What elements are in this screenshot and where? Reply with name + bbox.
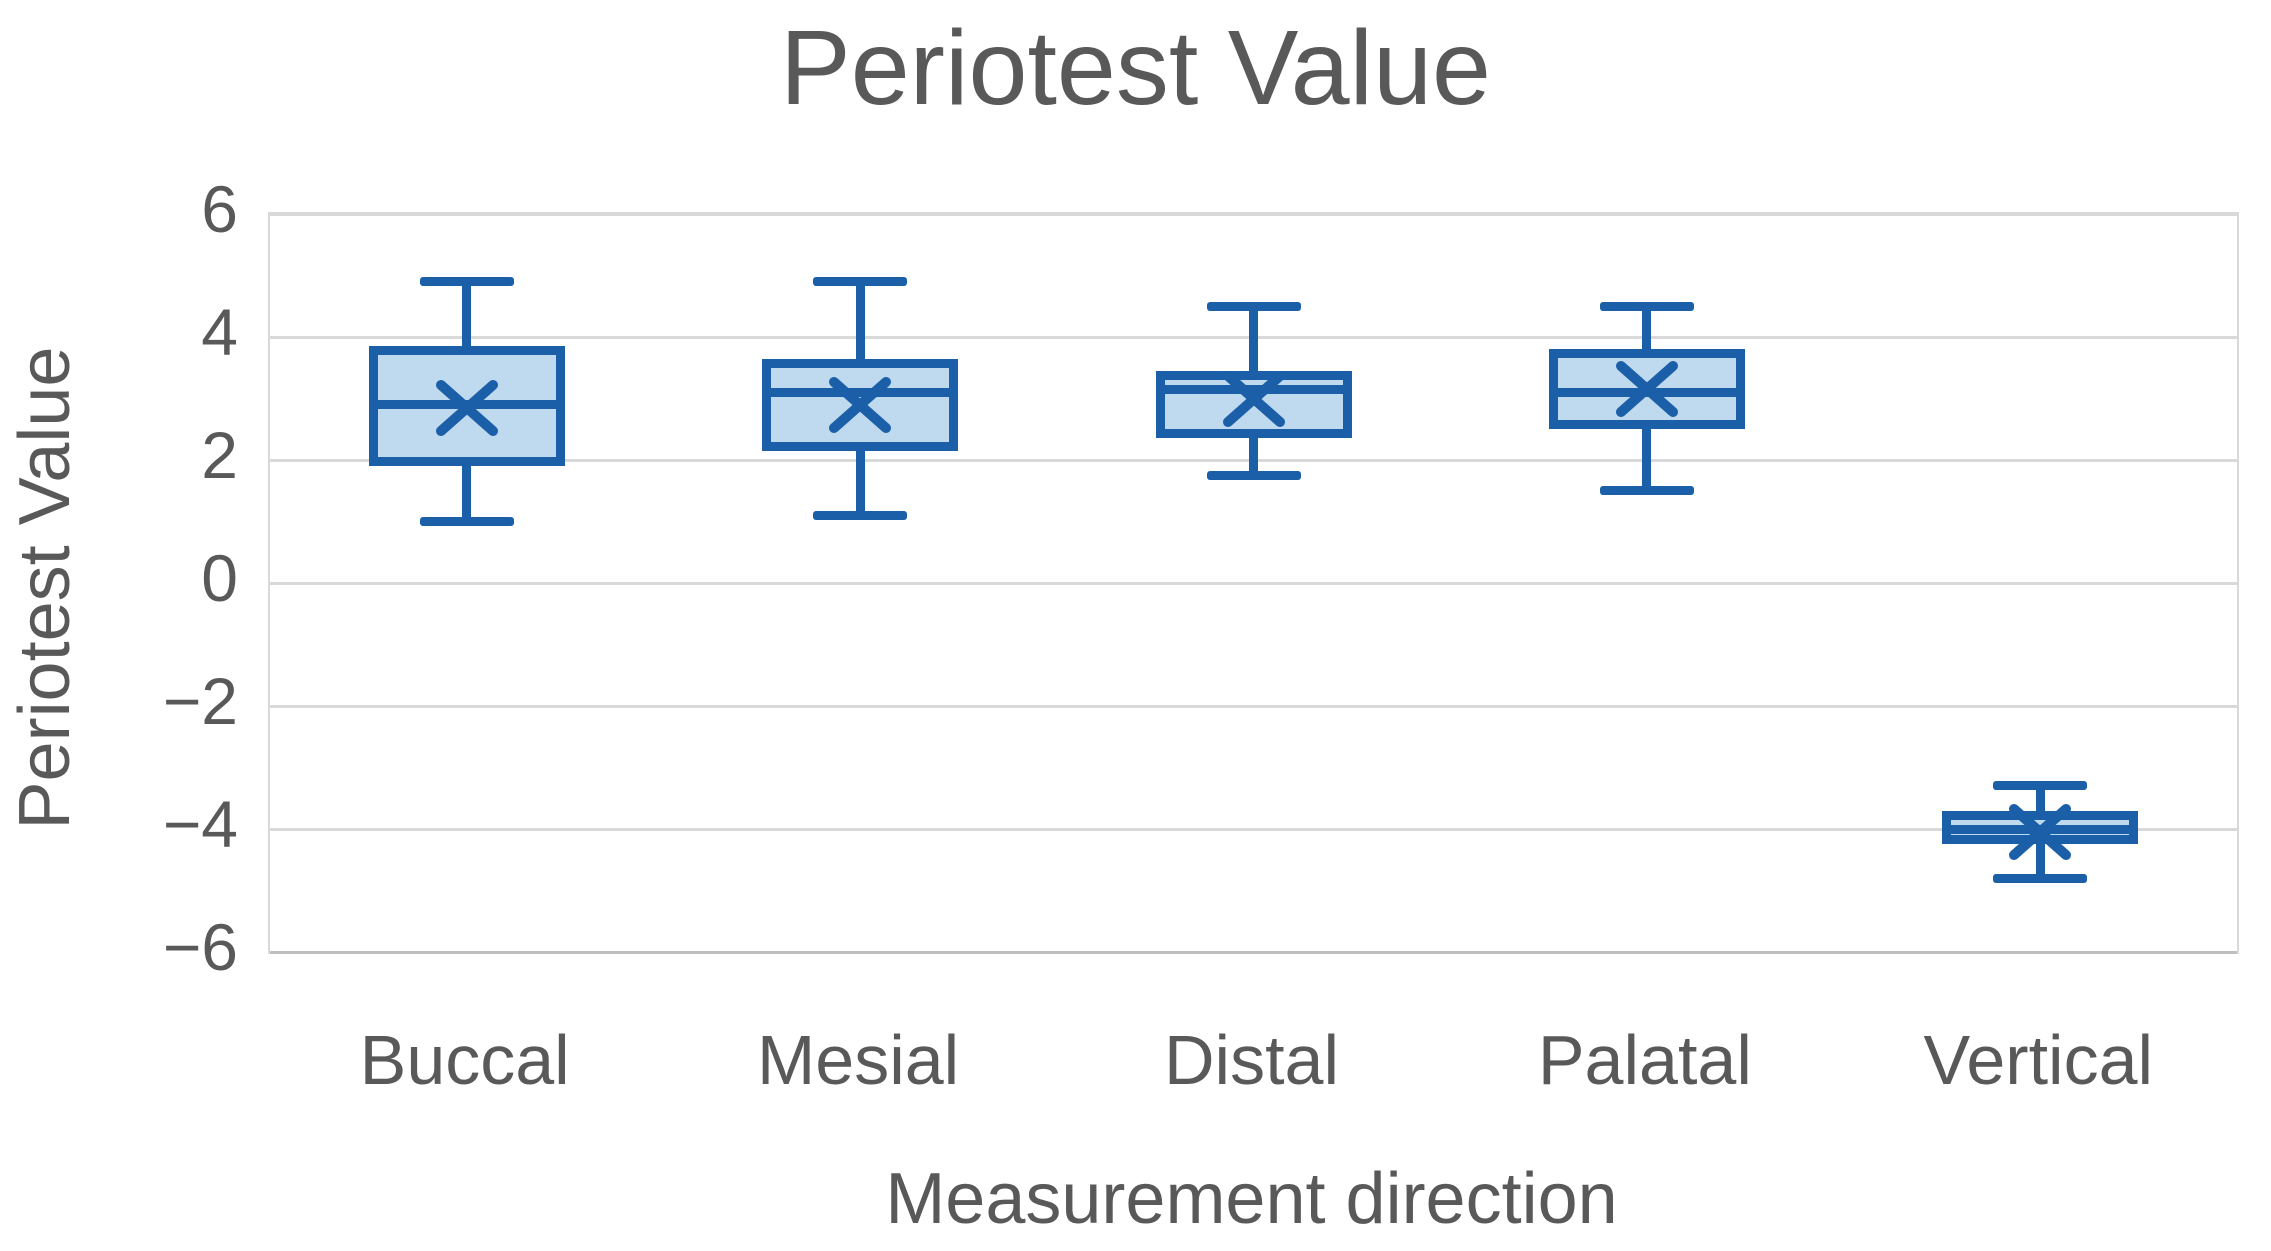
y-tick-label: 0 [201, 540, 238, 615]
whisker-upper-distal [1249, 306, 1258, 371]
whisker-cap-min-mesial [813, 510, 908, 520]
whisker-cap-min-distal [1206, 470, 1301, 480]
whisker-cap-max-palatal [1599, 301, 1694, 311]
whisker-lower-vertical [2035, 844, 2045, 879]
whisker-cap-max-distal [1206, 301, 1301, 311]
mean-x-icon [1222, 370, 1285, 427]
y-tick-label: 4 [201, 294, 238, 369]
whisker-cap-min-palatal [1599, 486, 1694, 496]
whisker-cap-min-vertical [1993, 873, 2088, 883]
whisker-lower-mesial [855, 450, 865, 516]
x-category-label-buccal: Buccal [359, 1021, 570, 1099]
whisker-cap-max-buccal [419, 277, 514, 287]
median-line-mesial [762, 387, 959, 397]
plot-area [268, 212, 2239, 954]
whisker-lower-distal [1249, 438, 1258, 476]
x-category-label-palatal: Palatal [1537, 1021, 1752, 1099]
chart-title: Periotest Value [780, 9, 1491, 127]
whisker-cap-max-vertical [1993, 781, 2088, 791]
y-tick-label: −2 [162, 663, 238, 738]
gridline [270, 581, 2237, 585]
mean-x-icon [2009, 804, 2072, 861]
whisker-upper-palatal [1642, 306, 1652, 350]
x-category-label-mesial: Mesial [756, 1021, 960, 1099]
y-tick-label: 2 [201, 417, 238, 492]
mean-marker-palatal [1615, 361, 1678, 418]
y-tick-label: 6 [201, 171, 238, 246]
y-tick-label: −4 [162, 786, 238, 861]
whisker-cap-min-buccal [419, 517, 514, 526]
gridline [270, 827, 2237, 831]
y-tick-label: −6 [162, 909, 238, 984]
x-category-label-distal: Distal [1163, 1021, 1340, 1099]
whisker-upper-vertical [2035, 785, 2045, 811]
whisker-lower-buccal [462, 466, 472, 522]
gridline [270, 950, 2237, 954]
whisker-cap-max-mesial [813, 277, 908, 287]
x-axis-title: Measurement direction [885, 1159, 1618, 1239]
median-line-distal [1155, 384, 1352, 394]
mean-marker-buccal [435, 379, 498, 436]
mean-x-icon [829, 376, 892, 433]
mean-x-icon [435, 379, 498, 436]
whisker-upper-buccal [462, 281, 472, 347]
mean-marker-distal [1222, 370, 1285, 427]
x-category-label-vertical: Vertical [1923, 1021, 2154, 1099]
whisker-upper-mesial [855, 281, 865, 359]
mean-x-icon [1615, 361, 1678, 418]
whisker-lower-palatal [1642, 429, 1652, 491]
gridline [270, 704, 2237, 708]
mean-marker-vertical [2009, 804, 2072, 861]
gridline [270, 212, 2237, 216]
mean-marker-mesial [829, 376, 892, 433]
